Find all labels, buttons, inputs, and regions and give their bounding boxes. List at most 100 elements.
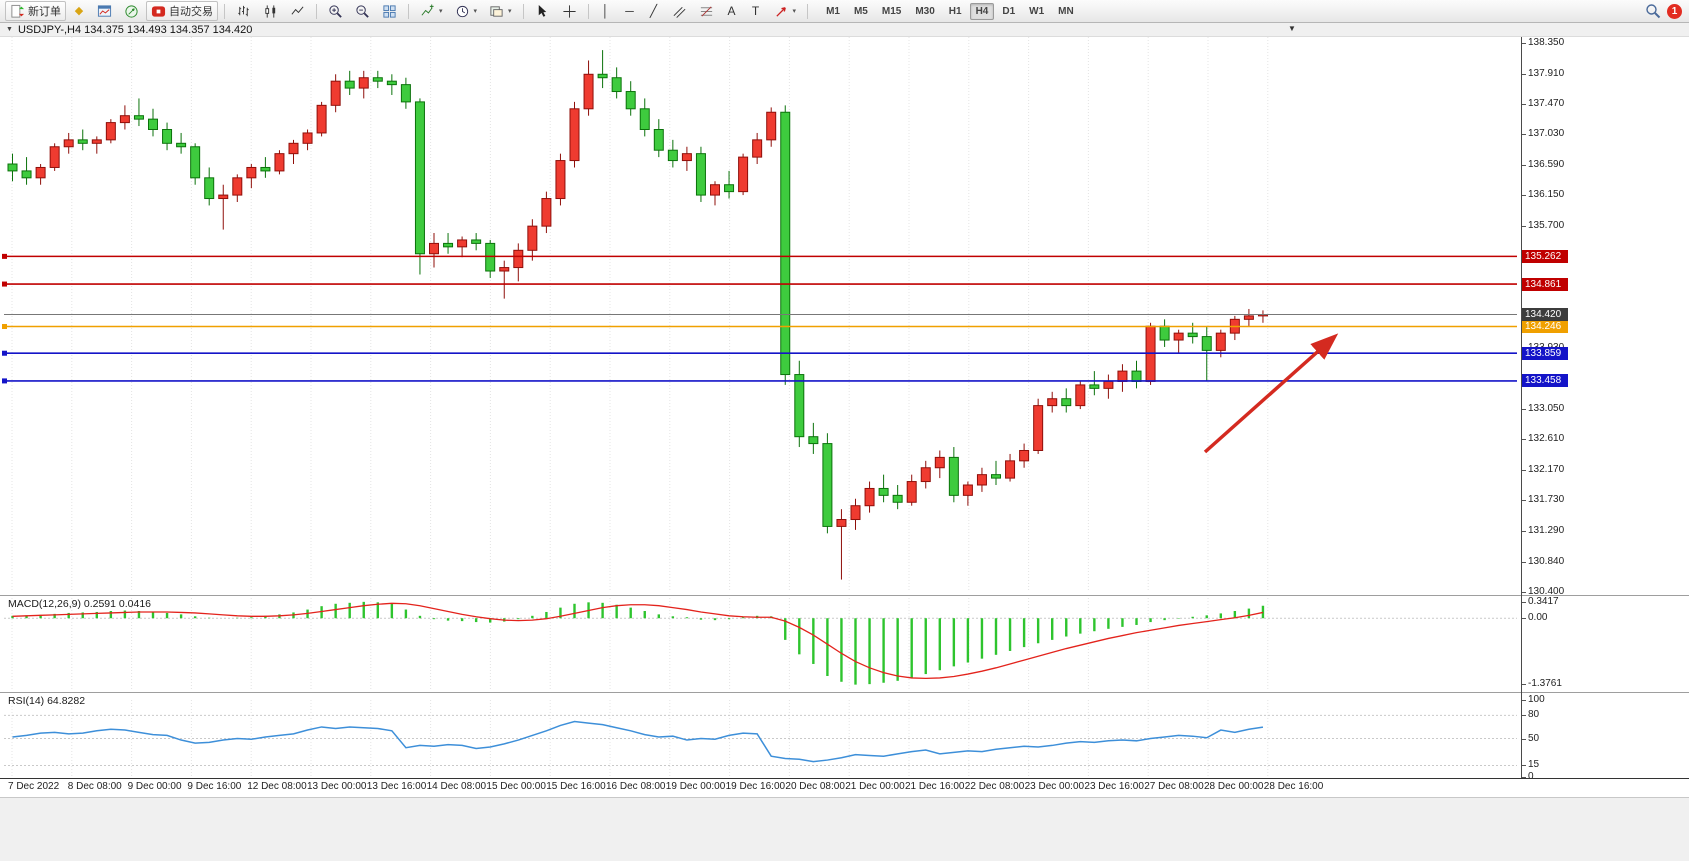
candle-body (976, 474, 987, 486)
text-label-tool-button[interactable]: T (745, 1, 767, 21)
market-watch-button[interactable]: ◆ (68, 1, 90, 21)
price-line-badge: 134.861 (1522, 277, 1568, 291)
price-tick-label: 131.730 (1528, 494, 1565, 506)
collapse-triangle-icon[interactable]: ▼ (6, 26, 13, 33)
price-line-badge: 135.262 (1522, 249, 1568, 263)
search-icon[interactable] (1645, 3, 1661, 19)
fibonacci-tool-button[interactable] (694, 1, 719, 21)
candle-body (471, 239, 482, 244)
axis-tick-mark (1522, 618, 1526, 620)
rsi-line (12, 720, 1264, 763)
candle-body (597, 73, 608, 79)
trendline-icon: ╱ (649, 4, 658, 18)
price-tick-label: 137.470 (1528, 97, 1565, 109)
timeframe-H4[interactable]: H4 (969, 2, 995, 20)
candle-body (288, 142, 299, 155)
horizontal-line-icon: ─ (625, 4, 634, 18)
timeframe-D1[interactable]: D1 (1002, 5, 1016, 17)
timeframe-M15[interactable]: M15 (881, 5, 902, 17)
candle-body (190, 146, 201, 179)
macd-panel-separator[interactable] (0, 595, 1689, 596)
line-handle[interactable] (2, 324, 7, 330)
rsi-panel-separator[interactable] (0, 692, 1689, 693)
candle-body (1075, 384, 1086, 407)
time-axis-label: 14 Dec 08:00 (426, 781, 487, 792)
notification-badge[interactable]: 1 (1667, 3, 1682, 19)
dropdown-arrow-icon: ▾ (439, 8, 443, 15)
channel-tool-button[interactable] (667, 1, 692, 21)
templates-button[interactable]: ▾ (484, 1, 517, 21)
chart-shift-marker-icon[interactable]: ▼ (1288, 24, 1296, 33)
candle-body (105, 122, 116, 141)
candle-body (625, 91, 636, 110)
line-handle[interactable] (2, 350, 7, 356)
candle-body (302, 132, 313, 144)
cursor-button[interactable] (530, 1, 555, 21)
timeframe-W1[interactable]: W1 (1029, 5, 1045, 17)
rsi-axis-label: 15 (1528, 759, 1540, 771)
line-chart-button[interactable] (285, 1, 310, 21)
autotrading-button[interactable]: 自动交易 (146, 1, 218, 21)
text-tool-button[interactable]: A (721, 1, 743, 21)
navigator-button[interactable] (119, 1, 144, 21)
periods-button[interactable]: ▾ (450, 1, 483, 21)
line-handle[interactable] (2, 253, 7, 259)
horizontal-line-tool-button[interactable]: ─ (619, 1, 641, 21)
time-axis-label: 7 Dec 2022 (8, 781, 60, 792)
price-tick-label: 136.150 (1528, 189, 1565, 201)
macd-indicator-label: MACD(12,26,9) 0.2591 0.0416 (8, 598, 152, 610)
candle-body (499, 267, 510, 272)
line-handle[interactable] (2, 378, 7, 384)
rsi-indicator-label: RSI(14) 64.8282 (8, 695, 86, 707)
crosshair-icon (562, 4, 576, 18)
axis-tick-mark (1522, 700, 1526, 701)
vertical-line-tool-button[interactable]: │ (595, 1, 617, 21)
price-line-badge: 133.859 (1522, 346, 1568, 360)
indicators-button[interactable]: ▾ (415, 1, 448, 21)
candlestick-chart-button[interactable] (258, 1, 283, 21)
dropdown-arrow-icon: ▾ (508, 8, 512, 15)
price-axis[interactable]: 138.350 137.910 137.470 137.030 136.590 136.1… (1522, 0, 1689, 797)
candle-body (1005, 460, 1016, 479)
timeframe-H1[interactable]: H1 (948, 5, 962, 17)
trend-arrow-annotation[interactable] (1203, 333, 1339, 454)
candle-body (822, 443, 833, 527)
candle-body (63, 139, 74, 148)
candle-body (1131, 370, 1142, 382)
time-axis[interactable]: 7 Dec 2022 8 Dec 08:00 9 Dec 00:00 9 Dec 16… (0, 779, 1521, 797)
timeframe-M30[interactable]: M30 (915, 5, 935, 17)
trendline-tool-button[interactable]: ╱ (643, 1, 665, 21)
toolbar-separator (522, 3, 524, 19)
candle-body (864, 487, 875, 507)
axis-tick-mark (1522, 469, 1526, 471)
timeframe-M1[interactable]: M1 (826, 5, 840, 17)
equidistant-channel-icon (673, 6, 686, 18)
candle-body (77, 139, 88, 144)
timeframe-MN[interactable]: MN (1058, 5, 1074, 17)
candle-body (119, 115, 130, 124)
candle-body (780, 111, 791, 376)
bar-chart-button[interactable] (231, 1, 256, 21)
arrows-tool-button[interactable]: ▾ (769, 1, 802, 21)
zoom-out-button[interactable] (350, 1, 375, 21)
line-handle[interactable] (2, 281, 7, 287)
text-label-icon: T (751, 4, 760, 18)
candle-body (948, 456, 959, 496)
candle-body (808, 436, 819, 445)
candle-body (527, 225, 538, 251)
charts-window-button[interactable] (92, 1, 117, 21)
candle-body (218, 194, 229, 200)
new-order-button[interactable]: 新订单 (5, 1, 66, 21)
timeframe-M5[interactable]: M5 (853, 5, 868, 17)
candle-body (1257, 314, 1268, 317)
zoom-in-button[interactable] (323, 1, 348, 21)
candle-body (246, 166, 257, 179)
candle-body (358, 77, 369, 89)
candle-body (485, 242, 496, 272)
candle-body (991, 474, 1001, 479)
candle-body (611, 77, 622, 93)
crosshair-button[interactable] (557, 1, 582, 21)
candle-body (1103, 380, 1114, 389)
navigator-compass-icon (125, 4, 138, 18)
tile-windows-button[interactable] (377, 1, 402, 21)
